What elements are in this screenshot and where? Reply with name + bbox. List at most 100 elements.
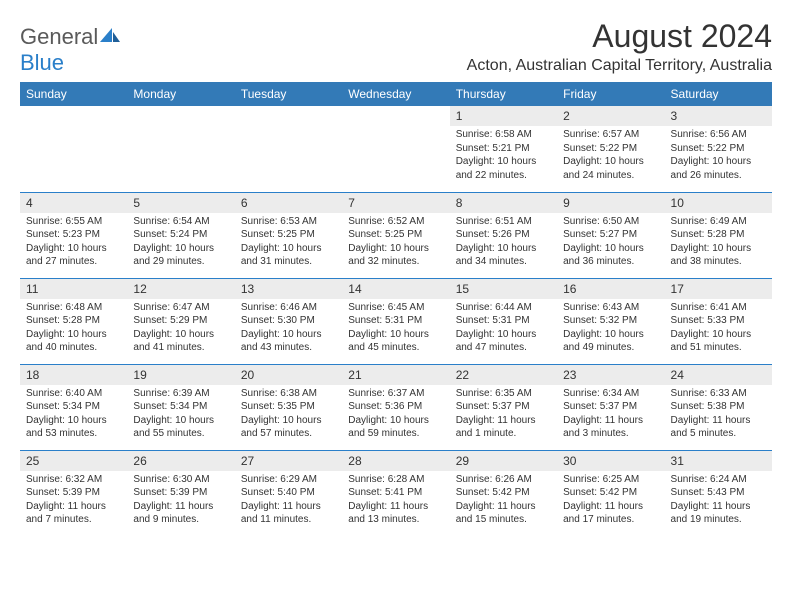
day-number: 25	[20, 451, 127, 471]
day-number: 20	[235, 365, 342, 385]
day-number: 2	[557, 106, 664, 126]
day-number: 9	[557, 193, 664, 213]
calendar-cell: 20Sunrise: 6:38 AMSunset: 5:35 PMDayligh…	[235, 364, 342, 450]
day-number: 23	[557, 365, 664, 385]
day-number: 11	[20, 279, 127, 299]
day-number: 30	[557, 451, 664, 471]
calendar-row: 4Sunrise: 6:55 AMSunset: 5:23 PMDaylight…	[20, 192, 772, 278]
day-details: Sunrise: 6:44 AMSunset: 5:31 PMDaylight:…	[450, 299, 557, 359]
day-number: 8	[450, 193, 557, 213]
header-right: August 2024 Acton, Australian Capital Te…	[467, 18, 772, 75]
day-details: Sunrise: 6:32 AMSunset: 5:39 PMDaylight:…	[20, 471, 127, 531]
day-details: Sunrise: 6:56 AMSunset: 5:22 PMDaylight:…	[665, 126, 772, 186]
day-details: Sunrise: 6:49 AMSunset: 5:28 PMDaylight:…	[665, 213, 772, 273]
calendar-head: SundayMondayTuesdayWednesdayThursdayFrid…	[20, 82, 772, 106]
day-number: 29	[450, 451, 557, 471]
day-number: 7	[342, 193, 449, 213]
calendar-cell: 10Sunrise: 6:49 AMSunset: 5:28 PMDayligh…	[665, 192, 772, 278]
calendar-cell: 14Sunrise: 6:45 AMSunset: 5:31 PMDayligh…	[342, 278, 449, 364]
calendar-cell: 19Sunrise: 6:39 AMSunset: 5:34 PMDayligh…	[127, 364, 234, 450]
day-number: 24	[665, 365, 772, 385]
calendar-cell: 2Sunrise: 6:57 AMSunset: 5:22 PMDaylight…	[557, 106, 664, 192]
calendar-cell: 9Sunrise: 6:50 AMSunset: 5:27 PMDaylight…	[557, 192, 664, 278]
logo: General Blue	[20, 18, 122, 76]
day-details: Sunrise: 6:57 AMSunset: 5:22 PMDaylight:…	[557, 126, 664, 186]
day-details: Sunrise: 6:28 AMSunset: 5:41 PMDaylight:…	[342, 471, 449, 531]
day-number: 14	[342, 279, 449, 299]
day-number: 12	[127, 279, 234, 299]
calendar-body: ....1Sunrise: 6:58 AMSunset: 5:21 PMDayl…	[20, 106, 772, 536]
calendar-cell: 6Sunrise: 6:53 AMSunset: 5:25 PMDaylight…	[235, 192, 342, 278]
day-number: 3	[665, 106, 772, 126]
calendar-cell: 22Sunrise: 6:35 AMSunset: 5:37 PMDayligh…	[450, 364, 557, 450]
day-number: 17	[665, 279, 772, 299]
day-details: Sunrise: 6:34 AMSunset: 5:37 PMDaylight:…	[557, 385, 664, 445]
day-details: Sunrise: 6:37 AMSunset: 5:36 PMDaylight:…	[342, 385, 449, 445]
calendar-cell: .	[342, 106, 449, 192]
day-details: Sunrise: 6:58 AMSunset: 5:21 PMDaylight:…	[450, 126, 557, 186]
calendar-cell: 16Sunrise: 6:43 AMSunset: 5:32 PMDayligh…	[557, 278, 664, 364]
day-number: 5	[127, 193, 234, 213]
calendar-row: ....1Sunrise: 6:58 AMSunset: 5:21 PMDayl…	[20, 106, 772, 192]
day-details: Sunrise: 6:54 AMSunset: 5:24 PMDaylight:…	[127, 213, 234, 273]
calendar-cell: 5Sunrise: 6:54 AMSunset: 5:24 PMDaylight…	[127, 192, 234, 278]
day-details: Sunrise: 6:51 AMSunset: 5:26 PMDaylight:…	[450, 213, 557, 273]
header: General Blue August 2024 Acton, Australi…	[20, 18, 772, 76]
calendar-cell: 31Sunrise: 6:24 AMSunset: 5:43 PMDayligh…	[665, 450, 772, 536]
calendar-cell: 27Sunrise: 6:29 AMSunset: 5:40 PMDayligh…	[235, 450, 342, 536]
day-details: Sunrise: 6:53 AMSunset: 5:25 PMDaylight:…	[235, 213, 342, 273]
day-details: Sunrise: 6:38 AMSunset: 5:35 PMDaylight:…	[235, 385, 342, 445]
column-header: Saturday	[665, 82, 772, 106]
day-details: Sunrise: 6:25 AMSunset: 5:42 PMDaylight:…	[557, 471, 664, 531]
day-details: Sunrise: 6:48 AMSunset: 5:28 PMDaylight:…	[20, 299, 127, 359]
day-details: Sunrise: 6:52 AMSunset: 5:25 PMDaylight:…	[342, 213, 449, 273]
day-details: Sunrise: 6:45 AMSunset: 5:31 PMDaylight:…	[342, 299, 449, 359]
calendar-row: 18Sunrise: 6:40 AMSunset: 5:34 PMDayligh…	[20, 364, 772, 450]
day-number: 15	[450, 279, 557, 299]
day-number: 18	[20, 365, 127, 385]
day-number: 10	[665, 193, 772, 213]
day-details: Sunrise: 6:47 AMSunset: 5:29 PMDaylight:…	[127, 299, 234, 359]
calendar-cell: 21Sunrise: 6:37 AMSunset: 5:36 PMDayligh…	[342, 364, 449, 450]
calendar-cell: 18Sunrise: 6:40 AMSunset: 5:34 PMDayligh…	[20, 364, 127, 450]
day-number: 21	[342, 365, 449, 385]
day-details: Sunrise: 6:43 AMSunset: 5:32 PMDaylight:…	[557, 299, 664, 359]
column-header: Thursday	[450, 82, 557, 106]
column-header: Friday	[557, 82, 664, 106]
calendar-cell: 23Sunrise: 6:34 AMSunset: 5:37 PMDayligh…	[557, 364, 664, 450]
calendar-row: 25Sunrise: 6:32 AMSunset: 5:39 PMDayligh…	[20, 450, 772, 536]
calendar-cell: 25Sunrise: 6:32 AMSunset: 5:39 PMDayligh…	[20, 450, 127, 536]
day-details: Sunrise: 6:41 AMSunset: 5:33 PMDaylight:…	[665, 299, 772, 359]
calendar-cell: 28Sunrise: 6:28 AMSunset: 5:41 PMDayligh…	[342, 450, 449, 536]
calendar-cell: .	[20, 106, 127, 192]
day-number: 6	[235, 193, 342, 213]
calendar-cell: 8Sunrise: 6:51 AMSunset: 5:26 PMDaylight…	[450, 192, 557, 278]
day-number: 22	[450, 365, 557, 385]
day-details: Sunrise: 6:55 AMSunset: 5:23 PMDaylight:…	[20, 213, 127, 273]
day-number: 27	[235, 451, 342, 471]
calendar-cell: 7Sunrise: 6:52 AMSunset: 5:25 PMDaylight…	[342, 192, 449, 278]
day-details: Sunrise: 6:46 AMSunset: 5:30 PMDaylight:…	[235, 299, 342, 359]
calendar-cell: 13Sunrise: 6:46 AMSunset: 5:30 PMDayligh…	[235, 278, 342, 364]
calendar-cell: 4Sunrise: 6:55 AMSunset: 5:23 PMDaylight…	[20, 192, 127, 278]
day-number: 4	[20, 193, 127, 213]
day-number: 28	[342, 451, 449, 471]
day-number: 19	[127, 365, 234, 385]
day-number: 16	[557, 279, 664, 299]
calendar-cell: 29Sunrise: 6:26 AMSunset: 5:42 PMDayligh…	[450, 450, 557, 536]
calendar-cell: 12Sunrise: 6:47 AMSunset: 5:29 PMDayligh…	[127, 278, 234, 364]
day-details: Sunrise: 6:40 AMSunset: 5:34 PMDaylight:…	[20, 385, 127, 445]
day-details: Sunrise: 6:29 AMSunset: 5:40 PMDaylight:…	[235, 471, 342, 531]
logo-text-general: General	[20, 24, 98, 49]
day-details: Sunrise: 6:35 AMSunset: 5:37 PMDaylight:…	[450, 385, 557, 445]
calendar-cell: 3Sunrise: 6:56 AMSunset: 5:22 PMDaylight…	[665, 106, 772, 192]
day-details: Sunrise: 6:24 AMSunset: 5:43 PMDaylight:…	[665, 471, 772, 531]
logo-sail-icon	[100, 28, 122, 49]
column-header: Monday	[127, 82, 234, 106]
calendar-cell: 11Sunrise: 6:48 AMSunset: 5:28 PMDayligh…	[20, 278, 127, 364]
calendar-cell: 30Sunrise: 6:25 AMSunset: 5:42 PMDayligh…	[557, 450, 664, 536]
calendar-cell: 24Sunrise: 6:33 AMSunset: 5:38 PMDayligh…	[665, 364, 772, 450]
day-details: Sunrise: 6:33 AMSunset: 5:38 PMDaylight:…	[665, 385, 772, 445]
calendar-cell: 26Sunrise: 6:30 AMSunset: 5:39 PMDayligh…	[127, 450, 234, 536]
day-details: Sunrise: 6:50 AMSunset: 5:27 PMDaylight:…	[557, 213, 664, 273]
